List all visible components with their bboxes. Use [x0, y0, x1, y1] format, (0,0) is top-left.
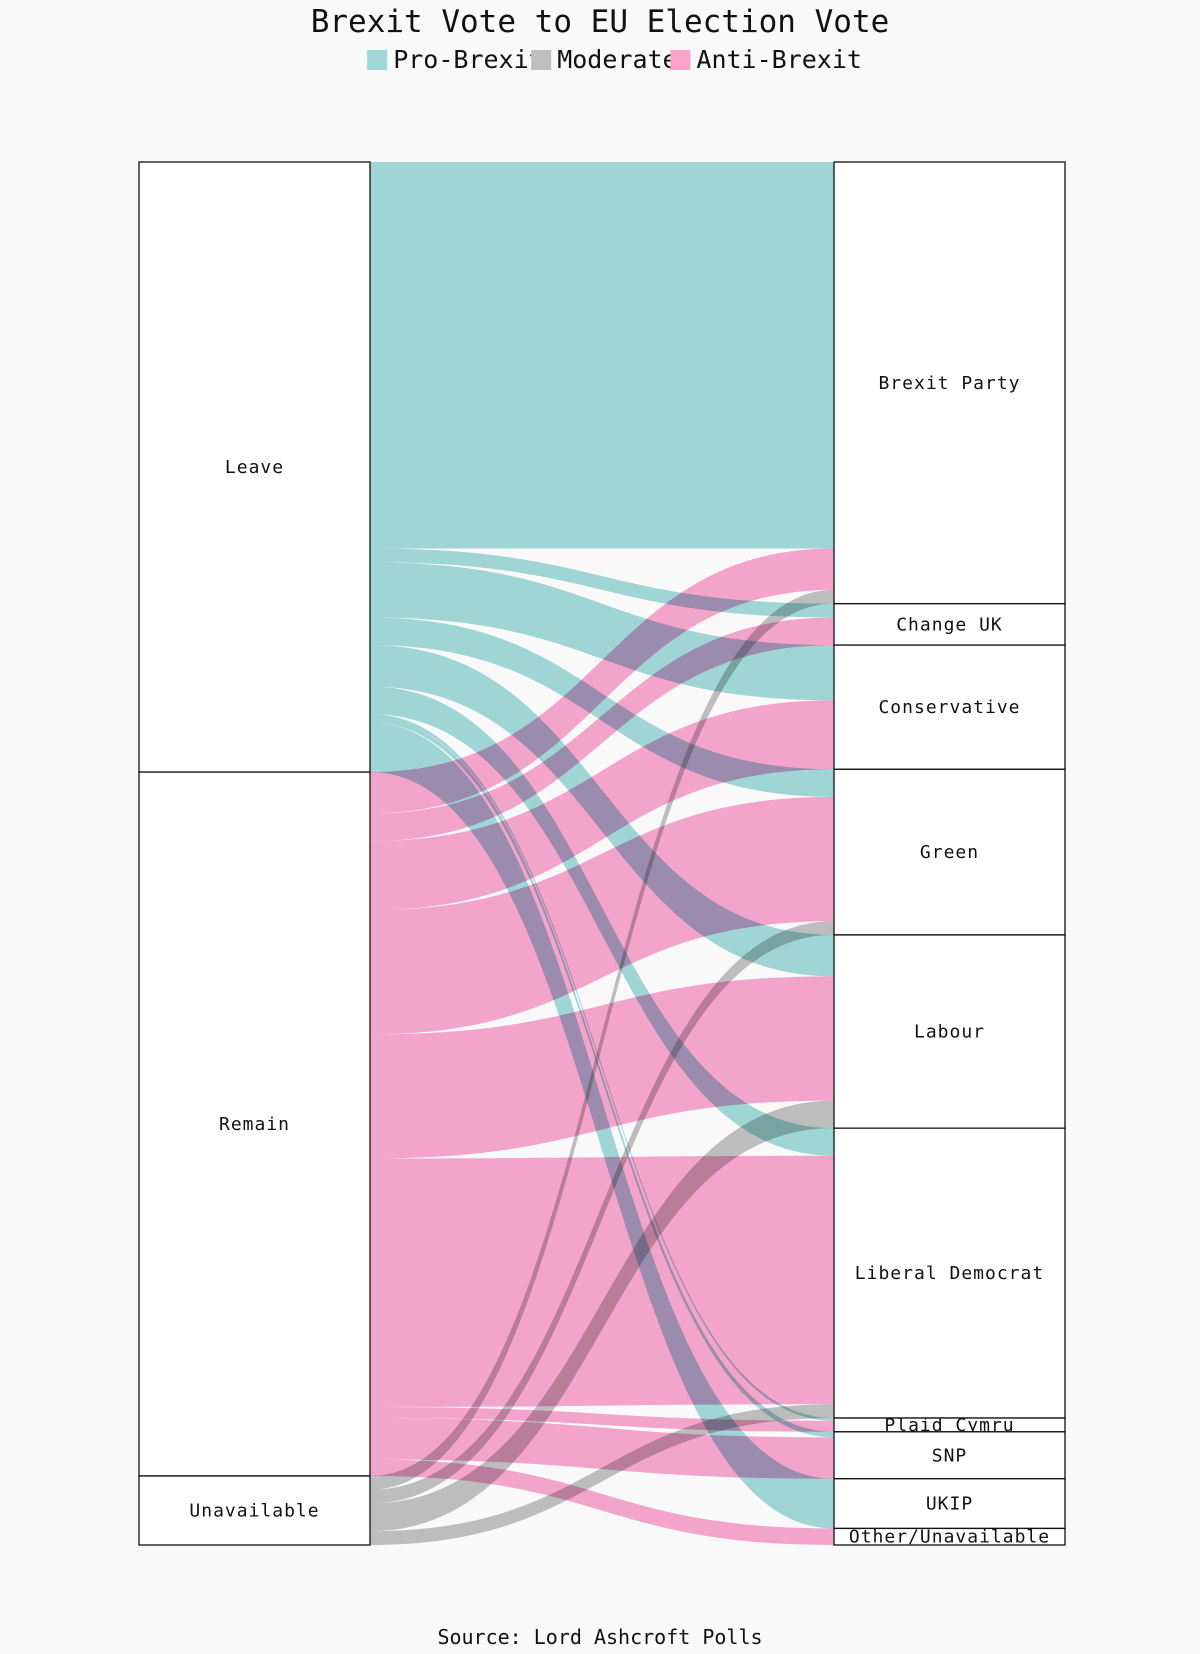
flow-remain-to-liberal-democrat [370, 1155, 834, 1407]
legend-swatch-moderate [531, 50, 552, 70]
left-node-label-leave: Leave [225, 457, 284, 478]
right-node-liberal-democrat [833, 1127, 1066, 1419]
chart-title: Brexit Vote to EU Election Vote [311, 4, 890, 40]
flow-remain-to-conservative [370, 700, 834, 911]
source-note: Source: Lord Ashcroft Polls [437, 1625, 762, 1649]
left-node-unavailable [138, 1475, 371, 1546]
flow-leave-to-brexit-party [370, 162, 834, 549]
legend-label-pro-brexit: Pro-Brexit [393, 45, 544, 74]
right-node-label-snp: SNP [932, 1445, 968, 1466]
flow-remain-to-green [370, 796, 834, 1035]
right-node-label-plaid-cymru: Plaid Cymru [884, 1415, 1014, 1436]
flow-links [370, 162, 834, 1545]
legend-swatch-pro-brexit [367, 50, 388, 70]
right-node-conservative [833, 644, 1066, 770]
flow-unavailable-to-brexit-party [370, 589, 834, 1490]
right-node-ukip [833, 1478, 1066, 1530]
right-node-brexit-party [833, 161, 1066, 605]
right-node-label-change-uk: Change UK [896, 614, 1003, 635]
right-node-label-conservative: Conservative [878, 697, 1020, 718]
right-node-label-green: Green [920, 842, 979, 863]
right-node-label-labour: Labour [914, 1022, 985, 1043]
legend-label-anti-brexit: Anti-Brexit [696, 45, 862, 74]
right-node-label-brexit-party: Brexit Party [878, 373, 1020, 394]
flow-remain-to-brexit-party [370, 548, 834, 814]
right-node-snp [833, 1431, 1066, 1480]
right-node-label-liberal-democrat: Liberal Democrat [855, 1263, 1044, 1284]
legend-label-moderate: Moderate [557, 45, 677, 74]
left-node-label-remain: Remain [219, 1114, 290, 1135]
right-node-label-ukip: UKIP [926, 1494, 973, 1515]
flow-unavailable-to-green [370, 921, 834, 1504]
left-node-remain [138, 771, 371, 1477]
right-node-label-other-unavailable: Other/Unavailable [849, 1527, 1050, 1548]
legend-swatch-anti-brexit [670, 50, 691, 70]
flow-leave-to-green [370, 617, 834, 797]
right-node-change-uk [833, 603, 1066, 646]
nodes: Leave Remain Unavailable Brexit Party Change… [138, 161, 1066, 1548]
flow-unavailable-to-liberal-democrat [370, 1404, 834, 1545]
right-node-labour [833, 934, 1066, 1129]
left-node-label-unavailable: Unavailable [189, 1500, 319, 1521]
left-node-leave [138, 161, 371, 773]
legend: Pro-Brexit Moderate Anti-Brexit [367, 45, 862, 74]
flow-remain-to-labour [370, 976, 834, 1159]
flow-remain-to-change-uk [370, 617, 834, 842]
right-node-other-unavailable [833, 1527, 1066, 1546]
right-node-green [833, 768, 1066, 936]
flow-unavailable-to-labour [370, 1100, 834, 1532]
